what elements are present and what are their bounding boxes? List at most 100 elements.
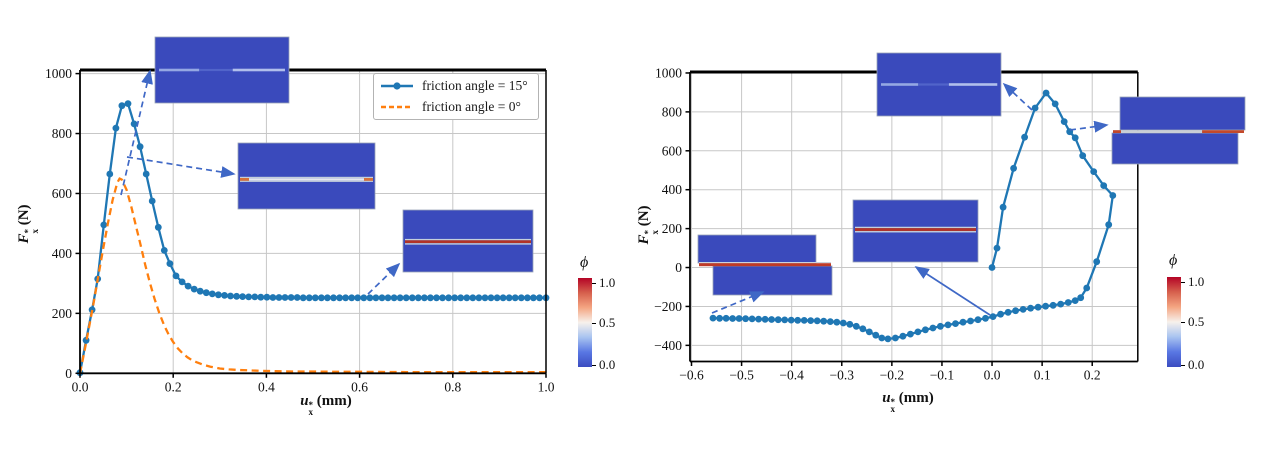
right-plot-marker bbox=[833, 318, 841, 326]
right-plot-marker bbox=[944, 321, 952, 329]
crack-tip bbox=[1113, 130, 1121, 133]
left-plot-marker bbox=[396, 294, 404, 302]
right-plot-marker bbox=[1021, 133, 1028, 141]
right-plot-xtick-label: −0.3 bbox=[830, 368, 855, 383]
right-plot-marker bbox=[974, 316, 982, 324]
right-plot-annotation-arrow bbox=[914, 266, 991, 316]
left-plot-marker bbox=[154, 223, 162, 231]
legend-label: friction angle = 15° bbox=[422, 78, 528, 94]
right-plot-marker bbox=[800, 317, 808, 324]
colorbar-gradient bbox=[578, 278, 592, 367]
left-plot-marker bbox=[215, 291, 222, 299]
right-plot-marker bbox=[1010, 164, 1017, 172]
right-plot-xtick-label: −0.4 bbox=[779, 368, 804, 383]
left-plot-marker bbox=[112, 124, 120, 132]
right-plot-marker bbox=[1105, 221, 1113, 229]
right-plot-xtick-label: −0.2 bbox=[880, 368, 905, 383]
left-plot-marker bbox=[245, 293, 253, 301]
left-plot-annotation-arrow bbox=[120, 69, 153, 196]
right-plot-inset-slip-positive bbox=[1111, 96, 1246, 165]
left-plot-marker bbox=[427, 294, 434, 302]
left-plot-marker bbox=[88, 306, 96, 314]
right-plot-ytick-label: 400 bbox=[662, 182, 683, 197]
left-plot-marker bbox=[196, 287, 204, 295]
legend-label: friction angle = 0° bbox=[422, 98, 521, 114]
crack-halo bbox=[240, 180, 373, 182]
phi-label: ϕ bbox=[1169, 252, 1178, 269]
right-plot-marker bbox=[1042, 302, 1049, 310]
left-plot-ytick-label: 600 bbox=[52, 186, 73, 201]
colorbar-gradient bbox=[1167, 277, 1181, 367]
right-plot-marker bbox=[1071, 297, 1079, 304]
left-plot-marker bbox=[378, 294, 386, 302]
ylabel-symbol: F bbox=[16, 233, 33, 244]
right-plot-marker bbox=[807, 317, 815, 324]
colorbar-left: ϕ 1.0 0.5 0.0 bbox=[576, 252, 626, 382]
right-plot-ytick-label: 800 bbox=[662, 104, 683, 119]
left-plot-ytick-label: 400 bbox=[52, 246, 73, 261]
left-plot-marker bbox=[511, 294, 519, 302]
colorbar-tick-label: 1.0 bbox=[599, 275, 616, 290]
left-plot-marker bbox=[487, 294, 495, 302]
left-plot-xtick-label: 0.0 bbox=[72, 379, 89, 394]
left-xaxis-label: u * x (mm) bbox=[300, 393, 352, 418]
right-plot-annotation-arrow bbox=[1002, 82, 1033, 111]
right-plot-marker bbox=[1100, 182, 1108, 190]
right-plot-marker bbox=[716, 314, 723, 322]
right-plot-marker bbox=[878, 334, 886, 342]
right-plot-annotation-arrow bbox=[711, 291, 765, 314]
right-plot-marker bbox=[1042, 89, 1050, 97]
right-plot-ytick-label: 600 bbox=[662, 143, 683, 158]
left-plot-marker bbox=[505, 294, 513, 302]
right-plot-ytick-label: 200 bbox=[662, 221, 683, 236]
left-plot-marker bbox=[536, 294, 543, 302]
right-plot-marker bbox=[1031, 104, 1039, 112]
right-plot-annotation-arrow bbox=[1069, 120, 1109, 133]
left-plot-marker bbox=[293, 294, 301, 301]
colorbar-right: ϕ 1.0 0.5 0.0 bbox=[1165, 250, 1215, 380]
right-plot-marker bbox=[813, 317, 821, 325]
right-plot-inset-block-bottom bbox=[1111, 132, 1239, 165]
left-plot-marker bbox=[184, 282, 192, 290]
right-plot-ytick-label: 0 bbox=[675, 260, 682, 275]
left-plot-ytick-label: 800 bbox=[52, 126, 73, 141]
left-plot-marker bbox=[130, 120, 138, 128]
ylabel-symbol: F bbox=[636, 234, 653, 245]
colorbar-tick-label: 0.0 bbox=[599, 357, 616, 372]
left-plot-marker bbox=[124, 100, 132, 107]
right-plot-marker bbox=[989, 313, 997, 320]
right-plot-marker bbox=[1004, 308, 1012, 316]
right-yaxis-label: F * x (N) bbox=[636, 205, 661, 245]
crack-core bbox=[855, 228, 976, 231]
right-plot-inset-slip-negative bbox=[697, 234, 833, 296]
left-plot-marker bbox=[106, 170, 114, 178]
damage-band bbox=[881, 83, 919, 86]
left-plot-marker bbox=[360, 294, 368, 302]
right-plot-ytick-label: −400 bbox=[654, 338, 682, 353]
left-plot-marker bbox=[281, 294, 289, 301]
left-plot-xtick-label: 0.2 bbox=[165, 379, 182, 394]
right-plot-marker bbox=[1049, 301, 1057, 309]
left-plot-marker bbox=[166, 260, 174, 267]
left-plot-marker bbox=[324, 294, 331, 302]
right-plot-marker bbox=[892, 334, 899, 342]
left-plot-marker bbox=[190, 285, 198, 293]
right-plot-marker bbox=[820, 317, 828, 325]
xlabel-symbol: u bbox=[882, 390, 891, 406]
left-plot-marker bbox=[305, 294, 313, 302]
left-plot-marker bbox=[275, 294, 283, 301]
right-plot-marker bbox=[959, 318, 967, 326]
left-plot-marker bbox=[445, 294, 452, 302]
left-plot-ytick-label: 1000 bbox=[45, 66, 72, 81]
left-plot-marker bbox=[354, 294, 362, 302]
left-plot-marker bbox=[366, 294, 374, 302]
right-plot-marker bbox=[872, 331, 880, 339]
left-plot-marker bbox=[239, 293, 247, 300]
left-plot-marker bbox=[118, 102, 126, 110]
right-plot-marker bbox=[865, 328, 873, 336]
right-plot-marker bbox=[839, 319, 847, 327]
right-plot-marker bbox=[1060, 118, 1068, 125]
left-plot-inset-partial-crack bbox=[237, 142, 376, 210]
left-plot-inset-diffuse-damage bbox=[154, 36, 290, 104]
